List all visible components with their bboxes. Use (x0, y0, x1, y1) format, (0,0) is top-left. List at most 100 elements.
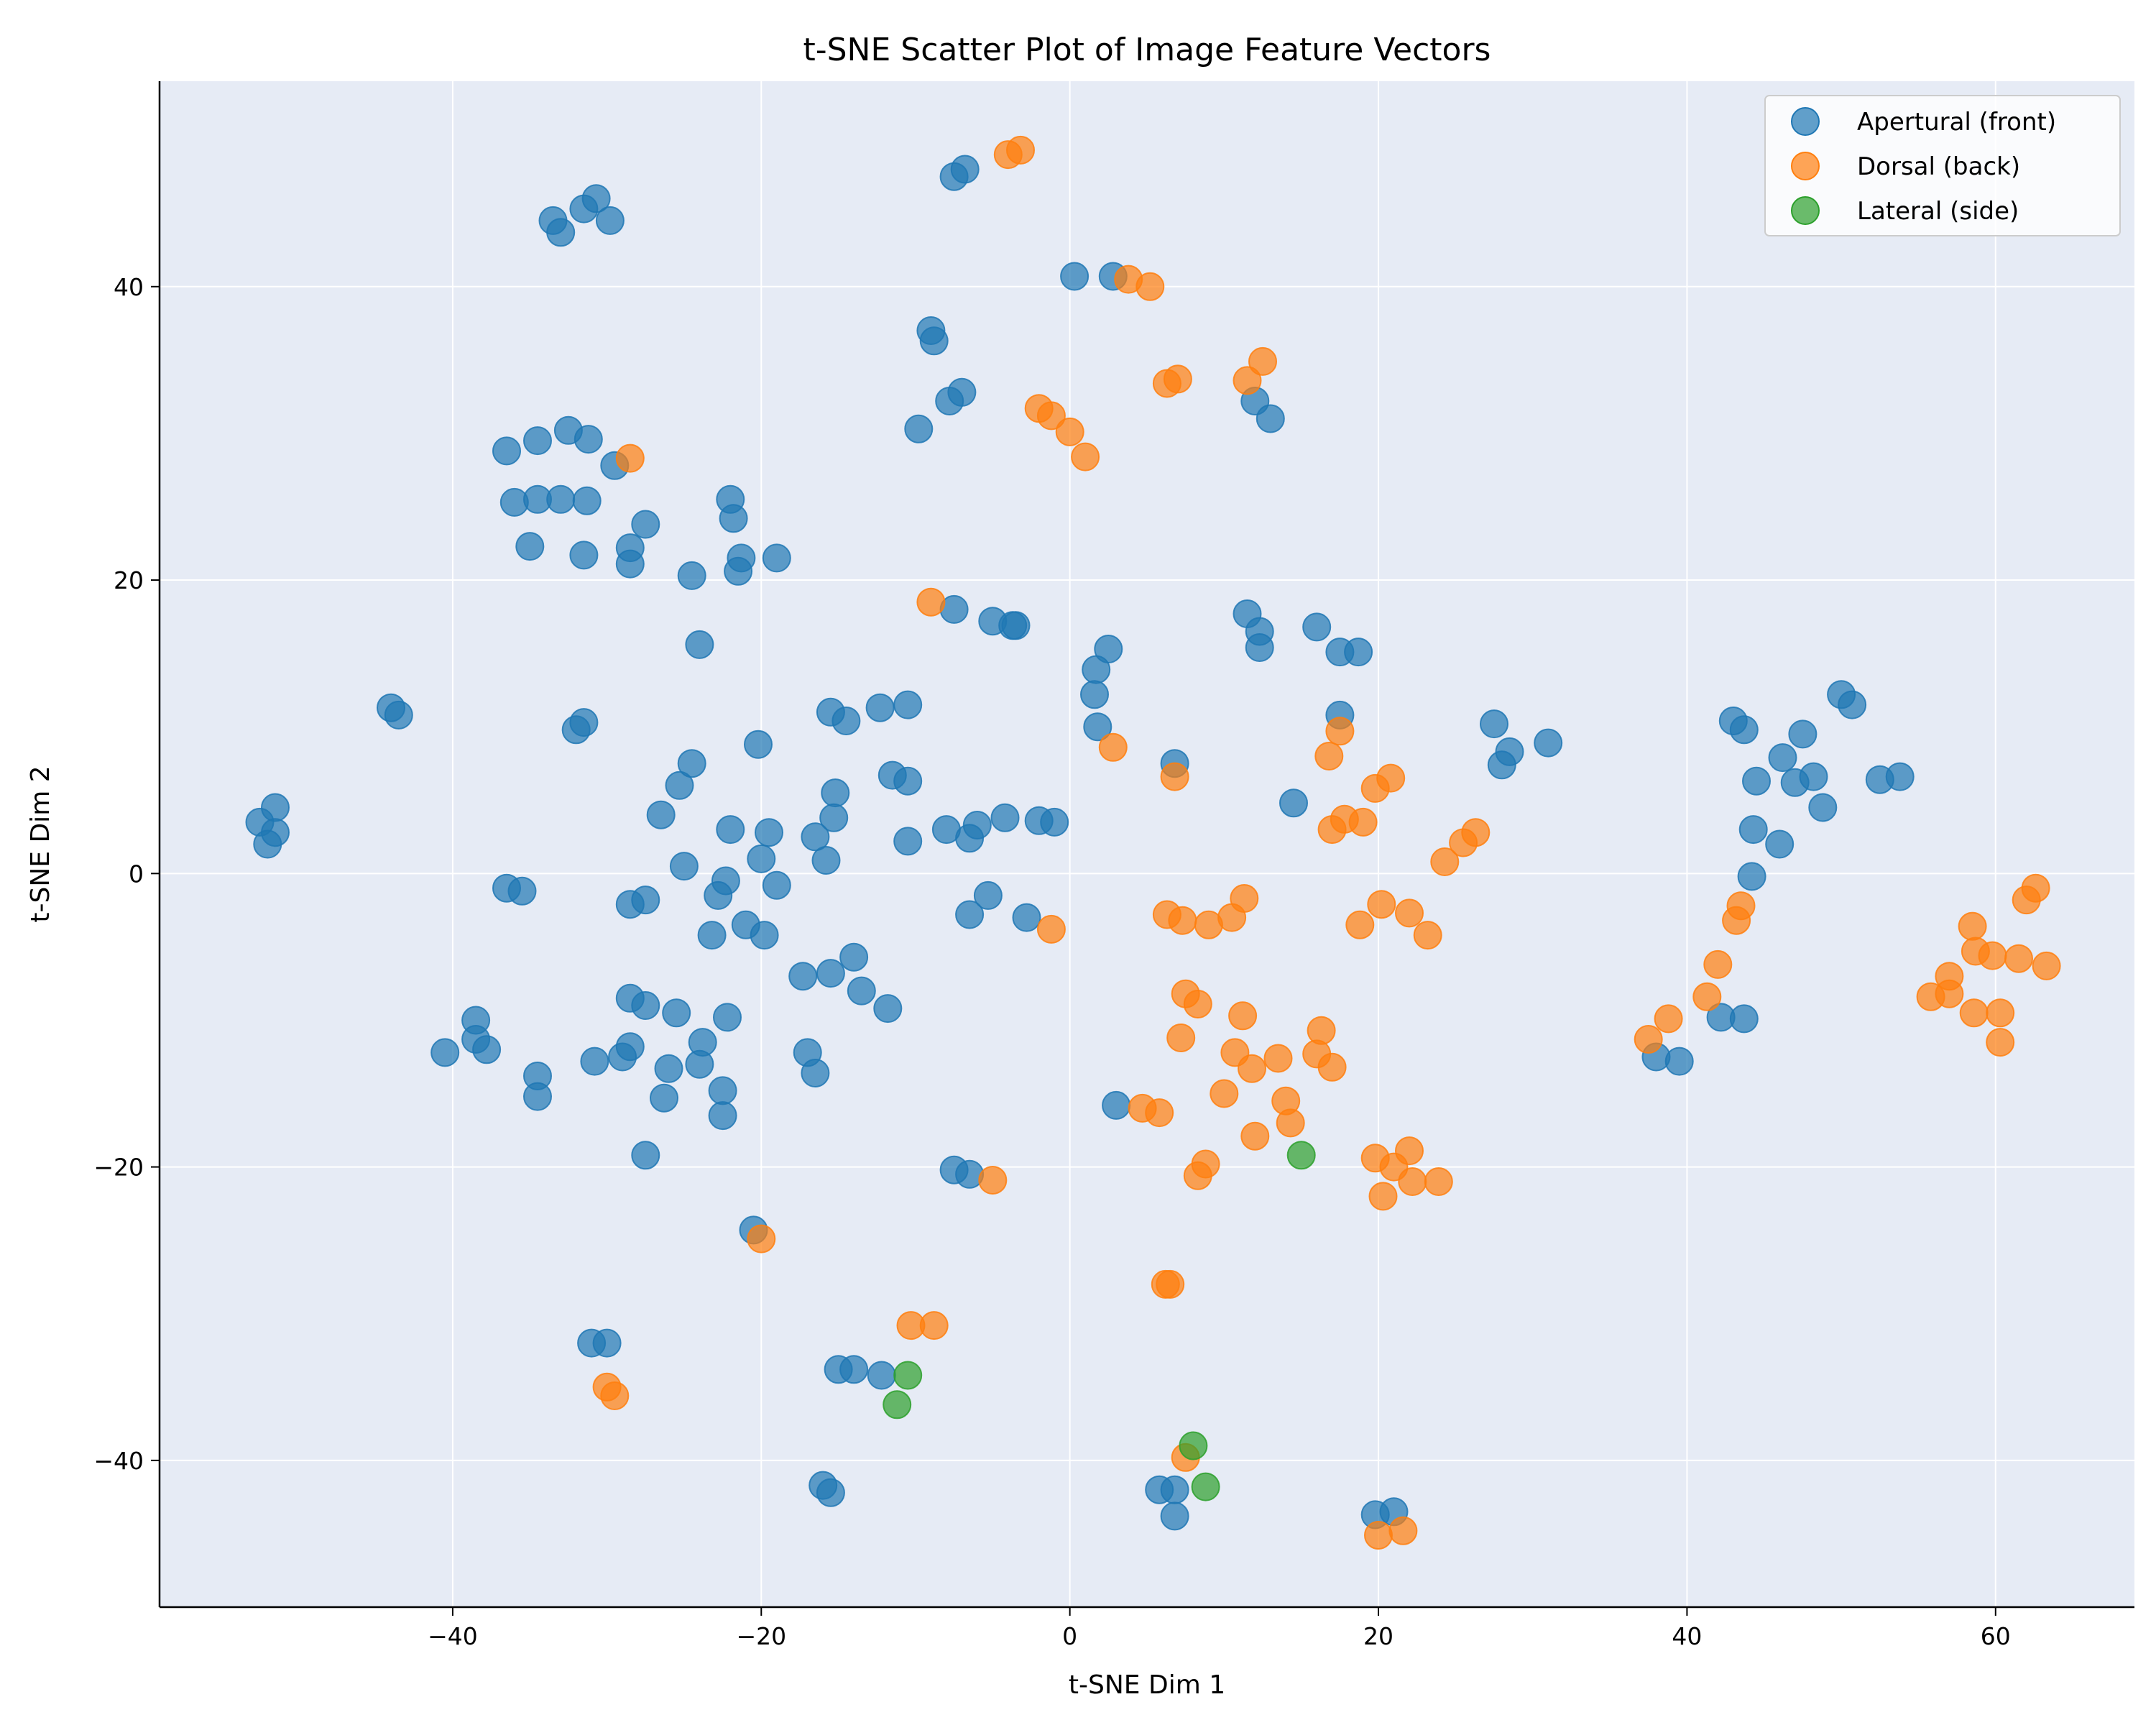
scatter-point (867, 1361, 896, 1390)
scatter-point (1480, 709, 1508, 739)
scatter-point (916, 587, 946, 617)
scatter-point (1228, 1001, 1258, 1031)
scatter-point (669, 852, 699, 881)
scatter-point (724, 556, 753, 586)
scatter-point (893, 827, 923, 856)
scatter-point (1768, 743, 1797, 773)
scatter-point (1348, 807, 1378, 837)
scatter-point (1248, 346, 1277, 376)
scatter-point (546, 484, 576, 514)
scatter-point (1726, 891, 1756, 921)
scatter-point (631, 1141, 660, 1170)
series-2 (592, 135, 2061, 1550)
scatter-point (1344, 638, 1373, 667)
scatter-point (716, 815, 745, 845)
scatter-point (819, 803, 849, 832)
scatter-point (1978, 941, 2007, 970)
x-tick-label: −40 (428, 1622, 478, 1650)
scatter-point (600, 1381, 630, 1410)
scatter-point (1098, 732, 1128, 762)
scatter-point (1314, 742, 1344, 770)
scatter-point (1654, 1004, 1683, 1034)
scatter-point (1367, 890, 1396, 919)
scatter-point (1461, 818, 1491, 847)
scatter-point (631, 510, 660, 539)
scatter-point (1424, 1167, 1453, 1196)
scatter-point (873, 994, 903, 1024)
scatter-point (1276, 1108, 1305, 1138)
scatter-point (839, 1355, 869, 1384)
x-axis-label: t-SNE Dim 1 (1069, 1670, 1225, 1700)
scatter-point (1135, 272, 1165, 301)
scatter-point (384, 700, 413, 730)
scatter-point (821, 778, 850, 808)
legend: Apertural (front) Dorsal (back) Lateral (s… (1764, 95, 2121, 236)
scatter-point (595, 206, 625, 235)
scatter-point (1364, 1521, 1393, 1550)
scatter-point (816, 959, 845, 988)
grid-lines (160, 81, 2134, 1607)
scatter-point (919, 326, 949, 356)
scatter-point (615, 1032, 645, 1062)
scatter-point (1799, 762, 1828, 791)
scatter-point (569, 708, 599, 737)
scatter-point (955, 900, 985, 929)
scatter-point (569, 540, 599, 570)
scatter-point (1307, 1016, 1336, 1045)
scatter-point (1156, 1269, 1185, 1299)
scatter-point (788, 962, 818, 991)
scatter-point (1238, 1054, 1266, 1083)
scatter-point (546, 218, 576, 247)
tick-marks: −40 −20 0 20 40 60 −40 −20 0 20 40 (93, 273, 2010, 1650)
scatter-point (1986, 1028, 2015, 1057)
scatter-point (592, 1328, 622, 1358)
scatter-point (1398, 1167, 1427, 1196)
scatter-point (492, 436, 521, 466)
scatter-point (1376, 763, 1406, 793)
scatter-point (1413, 921, 1442, 950)
scatter-point (713, 1003, 742, 1032)
x-tick-label: 60 (1981, 1622, 2011, 1650)
y-tick-label: −40 (93, 1447, 144, 1475)
scatter-point (1302, 612, 1332, 642)
scatter-point (654, 1054, 683, 1083)
scatter-point (615, 443, 645, 473)
scatter-point (1838, 690, 1867, 719)
scatter-point (1263, 1044, 1293, 1073)
scatter-point (962, 811, 992, 840)
plot-area (160, 81, 2134, 1607)
scatter-point (990, 803, 1020, 832)
scatter-point (1040, 807, 1069, 837)
scatter-point (1742, 766, 1771, 796)
scatter-point (1808, 793, 1838, 822)
scatter-point (1279, 788, 1308, 818)
scatter-point (1082, 655, 1111, 684)
scatter-point (1183, 1161, 1212, 1190)
scatter-point (893, 690, 923, 719)
scatter-point (1210, 1079, 1239, 1108)
scatter-point (2004, 944, 2033, 973)
scatter-point (1729, 1004, 1759, 1034)
scatter-point (1885, 762, 1915, 791)
scatter-point (950, 155, 980, 184)
scatter-point (507, 876, 537, 906)
scatter-point (1317, 1052, 1347, 1082)
scatter-point (747, 844, 776, 873)
scatter-point (1191, 1472, 1220, 1501)
legend-item: Lateral (side) (1791, 196, 2019, 226)
scatter-point (1071, 442, 1100, 472)
scatter-point (1959, 998, 1989, 1028)
scatter-point (573, 425, 603, 454)
scatter-point (750, 921, 779, 950)
legend-box (1764, 95, 2121, 236)
legend-label: Apertural (front) (1857, 108, 2056, 137)
scatter-point (762, 543, 791, 573)
scatter-point (1534, 728, 1563, 758)
scatter-point (1692, 982, 1722, 1011)
scatter-point (1325, 717, 1355, 746)
scatter-point (1737, 862, 1766, 891)
scatter-point (650, 1083, 678, 1113)
scatter-point (1788, 719, 1818, 749)
scatter-point (1935, 979, 1964, 1008)
